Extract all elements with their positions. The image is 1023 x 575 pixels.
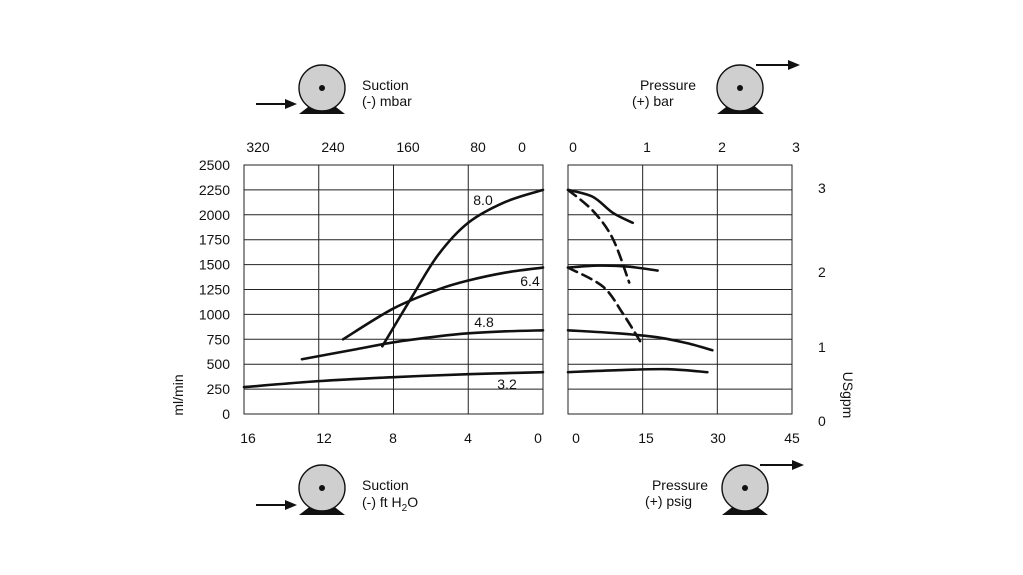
y-axis-right-label: USgpm bbox=[840, 372, 856, 419]
bottom-tick-label: 4 bbox=[464, 430, 472, 446]
suction-curve-6.4 bbox=[341, 266, 545, 341]
y-tick-label: 500 bbox=[207, 356, 231, 372]
pump-pressure-top: Pressure (+) bar bbox=[632, 60, 800, 114]
suction-panel-grid bbox=[243, 164, 544, 415]
bottom-tick-label: 45 bbox=[784, 430, 800, 446]
pressure-top-tick-labels: 0 1 2 3 bbox=[569, 139, 800, 155]
y-right-tick-label: 2 bbox=[818, 264, 826, 280]
arrow-head-icon bbox=[285, 500, 297, 510]
pump-hub-icon bbox=[742, 485, 748, 491]
arrow-head-icon bbox=[285, 99, 297, 109]
y-tick-label: 750 bbox=[207, 331, 231, 347]
bottom-tick-label: 30 bbox=[710, 430, 726, 446]
series-label-8.0: 8.0 bbox=[473, 192, 493, 208]
right-y-tick-labels: 0 1 2 3 bbox=[818, 180, 826, 429]
y-tick-label: 0 bbox=[222, 406, 230, 422]
bottom-tick-label: 16 bbox=[240, 430, 256, 446]
top-tick-label: 2 bbox=[718, 139, 726, 155]
pump-hub-icon bbox=[737, 85, 743, 91]
top-tick-label: 80 bbox=[470, 139, 486, 155]
y-tick-label: 1750 bbox=[199, 232, 230, 248]
y-tick-label: 1500 bbox=[199, 257, 230, 273]
top-tick-label: 0 bbox=[569, 139, 577, 155]
left-y-tick-labels: 0 250 500 750 1000 1250 1500 1750 2000 2250 2500 bbox=[199, 157, 230, 422]
suction-curve-8.0 bbox=[380, 188, 545, 348]
top-tick-label: 240 bbox=[321, 139, 345, 155]
pump-top-right-unit: (+) bar bbox=[632, 93, 674, 109]
pressure-curve-6.4 bbox=[566, 264, 659, 272]
y-right-tick-label: 3 bbox=[818, 180, 826, 196]
pressure-bottom-tick-labels: 0 15 30 45 bbox=[572, 430, 800, 446]
top-tick-label: 160 bbox=[396, 139, 420, 155]
pump-suction-bottom: Suction (-) ft H2O bbox=[256, 464, 418, 515]
pump-top-left-title: Suction bbox=[362, 77, 409, 93]
bottom-tick-label: 0 bbox=[534, 430, 542, 446]
pump-top-left-unit: (-) mbar bbox=[362, 93, 412, 109]
pump-pressure-bottom: Pressure (+) psig bbox=[645, 460, 804, 515]
top-tick-label: 3 bbox=[792, 139, 800, 155]
pressure-curve-8.0-dashed bbox=[566, 188, 631, 284]
top-tick-label: 0 bbox=[518, 139, 526, 155]
pump-bottom-right-title: Pressure bbox=[652, 477, 708, 493]
y-right-tick-label: 0 bbox=[818, 413, 826, 429]
pump-suction-top: Suction (-) mbar bbox=[256, 64, 412, 114]
top-tick-label: 1 bbox=[643, 139, 651, 155]
pressure-panel-grid bbox=[567, 164, 793, 415]
series-label-6.4: 6.4 bbox=[520, 273, 540, 289]
bottom-tick-label: 15 bbox=[638, 430, 654, 446]
y-tick-label: 1250 bbox=[199, 282, 230, 298]
pressure-curve-4.8 bbox=[566, 329, 714, 352]
series-curves bbox=[242, 188, 714, 389]
bottom-tick-label: 0 bbox=[572, 430, 580, 446]
suction-curve-4.8 bbox=[300, 329, 545, 361]
suction-top-tick-labels: 320 240 160 80 0 bbox=[246, 139, 526, 155]
suction-curve-3.2 bbox=[242, 370, 545, 389]
pressure-curve-8.0 bbox=[566, 188, 635, 225]
pump-bottom-left-unit: (-) ft H2O bbox=[362, 494, 418, 514]
suction-bottom-tick-labels: 16 12 8 4 0 bbox=[240, 430, 542, 446]
pump-bottom-right-unit: (+) psig bbox=[645, 493, 692, 509]
pump-top-right-title: Pressure bbox=[640, 77, 696, 93]
series-labels: 8.0 6.4 4.8 3.2 bbox=[473, 192, 540, 392]
arrow-head-icon bbox=[792, 460, 804, 470]
pump-bottom-left-title: Suction bbox=[362, 477, 409, 493]
y-tick-label: 2000 bbox=[199, 207, 230, 223]
bottom-tick-label: 8 bbox=[389, 430, 397, 446]
y-tick-label: 2500 bbox=[199, 157, 230, 173]
y-right-tick-label: 1 bbox=[818, 339, 826, 355]
pump-hub-icon bbox=[319, 85, 325, 91]
pump-hub-icon bbox=[319, 485, 325, 491]
series-label-4.8: 4.8 bbox=[474, 314, 494, 330]
y-tick-label: 1000 bbox=[199, 306, 230, 322]
arrow-head-icon bbox=[788, 60, 800, 70]
bottom-tick-label: 12 bbox=[316, 430, 332, 446]
pressure-curve-6.4-dashed bbox=[566, 266, 642, 343]
top-tick-label: 320 bbox=[246, 139, 270, 155]
y-axis-left-label: ml/min bbox=[170, 374, 186, 415]
y-tick-label: 2250 bbox=[199, 182, 230, 198]
series-label-3.2: 3.2 bbox=[497, 376, 517, 392]
y-tick-label: 250 bbox=[207, 381, 231, 397]
pressure-curve-3.2 bbox=[566, 367, 709, 374]
